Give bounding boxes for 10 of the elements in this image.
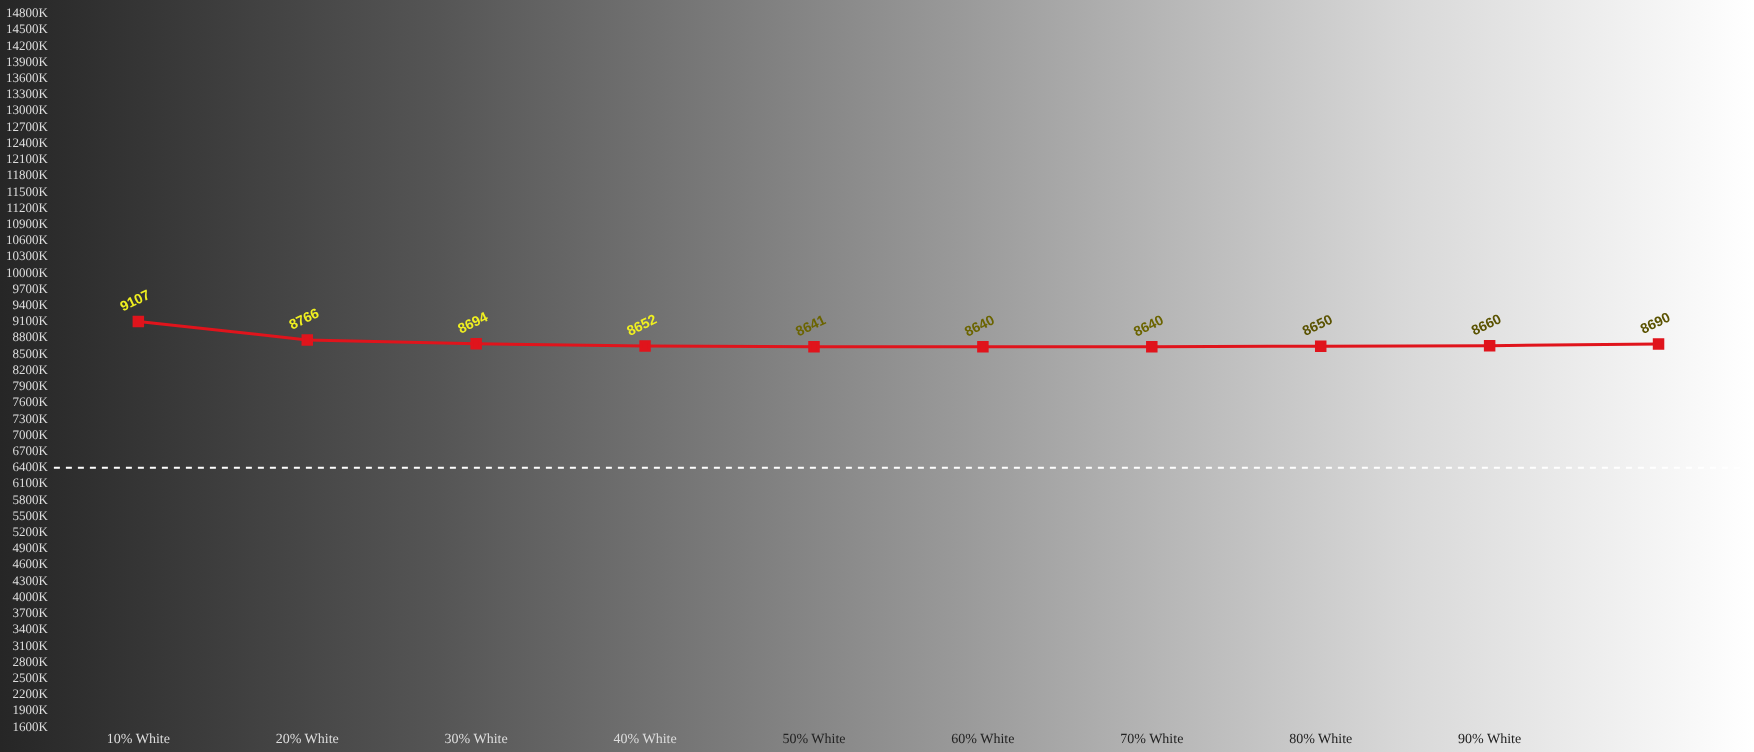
point — [470, 338, 482, 350]
point — [639, 340, 651, 352]
point — [1483, 339, 1496, 352]
point — [1652, 338, 1665, 350]
point — [301, 334, 313, 346]
point — [1146, 340, 1158, 353]
point — [977, 340, 989, 353]
point — [1314, 340, 1327, 352]
point — [808, 340, 820, 353]
point — [132, 315, 145, 328]
